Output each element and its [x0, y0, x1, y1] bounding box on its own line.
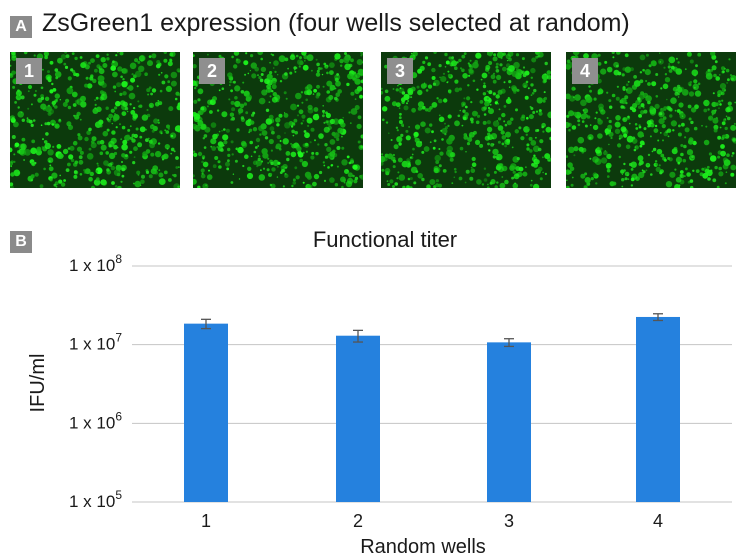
panel-a-letter: A — [10, 16, 32, 38]
well-image-4: 4 — [566, 52, 736, 188]
y-tick-label: 1 x 108 — [69, 252, 122, 275]
well-number-2: 2 — [199, 58, 225, 84]
y-tick-label: 1 x 105 — [69, 488, 122, 511]
bars — [184, 316, 680, 502]
well-fluorescence-3 — [381, 52, 551, 188]
well-image-2: 2 — [193, 52, 363, 188]
bar-well-1 — [184, 323, 228, 502]
bar-well-2 — [336, 335, 380, 502]
error-bars — [201, 313, 663, 348]
well-image-3: 3 — [381, 52, 551, 188]
x-axis-label: Random wells — [360, 536, 486, 556]
error-bar-4 — [653, 313, 663, 322]
gridlines — [132, 265, 732, 503]
error-bar-1 — [201, 318, 211, 330]
bar-well-4 — [636, 316, 680, 502]
bar-well-3 — [487, 342, 531, 502]
x-tick-label: 4 — [653, 511, 663, 531]
y-tick-label: 1 x 107 — [69, 331, 122, 354]
well-number-1: 1 — [16, 58, 42, 84]
y-tick-labels: 1 x 105 1 x 106 1 x 107 1 x 108 — [69, 252, 122, 511]
well-number-3: 3 — [387, 58, 413, 84]
y-axis-label: IFU/ml — [27, 354, 49, 413]
well-number-4: 4 — [572, 58, 598, 84]
x-tick-label: 2 — [353, 511, 363, 531]
error-bar-3 — [504, 338, 514, 348]
panel-a-title: ZsGreen1 expression (four wells selected… — [42, 9, 630, 37]
well-image-1: 1 — [10, 52, 180, 188]
x-tick-label: 1 — [201, 511, 211, 531]
panel-b-letter: B — [10, 231, 32, 253]
well-fluorescence-1 — [10, 52, 180, 188]
x-tick-labels: 1 2 3 4 — [201, 511, 663, 531]
y-tick-label: 1 x 106 — [69, 409, 122, 432]
chart-title: Functional titer — [313, 227, 457, 252]
x-tick-label: 3 — [504, 511, 514, 531]
error-bar-2 — [353, 329, 363, 343]
